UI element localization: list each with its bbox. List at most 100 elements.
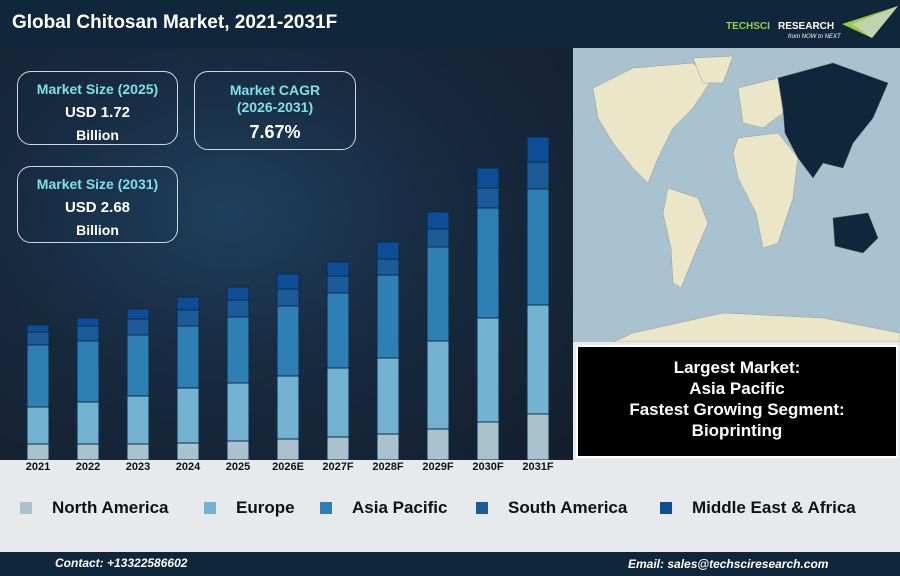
legend-swatch xyxy=(204,502,216,514)
world-map-svg xyxy=(592,55,900,343)
contact-email: Email: sales@techsciresearch.com xyxy=(628,557,829,571)
legend-item: South America xyxy=(476,498,627,518)
x-tick-label: 2024 xyxy=(175,461,201,473)
x-tick-label: 2023 xyxy=(125,461,151,473)
bar-2024-north-america xyxy=(176,442,200,460)
legend-label: North America xyxy=(52,498,169,517)
bar-2022-south-america xyxy=(76,325,100,342)
x-tick-label: 2025 xyxy=(225,461,251,473)
bar-2023-south-america xyxy=(126,318,150,336)
bar-2028F-europe xyxy=(376,357,400,435)
north-america xyxy=(592,62,714,184)
x-tick-label: 2021 xyxy=(25,461,51,473)
bar-2027F-asia-pacific xyxy=(326,292,350,369)
kpi-value: 7.67% xyxy=(249,122,301,142)
largest-market-label: Largest Market: xyxy=(673,358,801,377)
bar-2027F-north-america xyxy=(326,436,350,460)
bar-2024-asia-pacific xyxy=(176,325,200,389)
kpi-value: USD 1.72 xyxy=(64,104,131,121)
x-tick-label: 2028F xyxy=(372,461,404,473)
stacked-bar-chart xyxy=(26,136,550,460)
highlight-box: Largest Market: Asia Pacific Fastest Gro… xyxy=(576,345,898,458)
bar-2030F-europe xyxy=(476,317,500,423)
bar-2024-south-america xyxy=(176,309,200,327)
bar-2030F-asia-pacific xyxy=(476,207,500,319)
kpi-market-size-2025: Market Size (2025) USD 1.72 Billion xyxy=(17,71,178,145)
bar-2027F-south-america xyxy=(326,275,350,294)
kpi-label: Market CAGR (2026-2031) xyxy=(229,82,321,115)
bar-2026E-asia-pacific xyxy=(276,305,300,377)
bar-2028F-north-america xyxy=(376,433,400,460)
svg-text:from NOW to NEXT: from NOW to NEXT xyxy=(788,34,842,40)
legend-item: Europe xyxy=(204,498,295,518)
bar-2030F-south-america xyxy=(476,187,500,209)
asia-pacific xyxy=(777,62,889,179)
bar-2031F-middle-east-africa xyxy=(526,136,550,163)
page-title: Global Chitosan Market, 2021-2031F xyxy=(12,12,338,33)
legend-swatch xyxy=(20,502,32,514)
africa xyxy=(732,132,799,249)
kpi-label: Market Size (2025) xyxy=(36,81,159,97)
bar-2023-north-america xyxy=(126,443,150,460)
bar-2031F-north-america xyxy=(526,413,550,460)
legend-item: Middle East & Africa xyxy=(660,498,856,518)
bar-2026E-europe xyxy=(276,375,300,440)
bar-2022-north-america xyxy=(76,443,100,460)
contact-phone: Contact: +13322586602 xyxy=(55,556,188,570)
bar-2028F-south-america xyxy=(376,258,400,276)
kpi-unit: Billion xyxy=(76,127,119,143)
bar-2030F-north-america xyxy=(476,421,500,460)
bar-2023-europe xyxy=(126,395,150,445)
x-tick-label: 2027F xyxy=(322,461,354,473)
bar-2025-asia-pacific xyxy=(226,316,250,384)
legend-item: North America xyxy=(20,498,169,518)
svg-text:RESEARCH: RESEARCH xyxy=(778,21,834,32)
bar-2021-middle-east-africa xyxy=(26,324,50,333)
bar-2031F-europe xyxy=(526,304,550,415)
bar-2023-asia-pacific xyxy=(126,334,150,397)
bar-2022-middle-east-africa xyxy=(76,317,100,327)
bar-2029F-north-america xyxy=(426,428,450,460)
x-axis-labels: 2021 2022 2023 2024 2025 2026E 2027F 2028F 2029F… xyxy=(0,460,573,476)
bar-2028F-asia-pacific xyxy=(376,274,400,359)
world-map xyxy=(573,48,900,343)
greenland xyxy=(692,55,734,84)
kpi-label: Market Size (2031) xyxy=(36,176,159,192)
legend-label: Asia Pacific xyxy=(352,498,448,517)
legend-label: Middle East & Africa xyxy=(692,498,856,517)
bar-2024-middle-east-africa xyxy=(176,296,200,311)
header: Global Chitosan Market, 2021-2031F TECHS… xyxy=(0,0,900,48)
legend-label: South America xyxy=(508,498,628,517)
kpi-unit: Billion xyxy=(76,222,119,238)
techsci-logo: TECHSCI RESEARCH from NOW to NEXT xyxy=(726,6,898,40)
fastest-segment-label: Fastest Growing Segment: xyxy=(629,400,845,419)
kpi-market-size-2031: Market Size (2031) USD 2.68 Billion xyxy=(17,166,178,243)
x-tick-label: 2026E xyxy=(272,461,304,473)
legend-item: Asia Pacific xyxy=(320,498,447,518)
bar-2025-north-america xyxy=(226,440,250,460)
bar-2025-south-america xyxy=(226,299,250,318)
legend-swatch xyxy=(476,502,488,514)
bar-2022-europe xyxy=(76,401,100,445)
bar-2030F-middle-east-africa xyxy=(476,167,500,189)
antarctica xyxy=(612,312,900,343)
bar-2021-south-america xyxy=(26,331,50,346)
bar-2031F-south-america xyxy=(526,161,550,190)
bar-2027F-middle-east-africa xyxy=(326,261,350,277)
bar-2029F-south-america xyxy=(426,228,450,248)
bar-2028F-middle-east-africa xyxy=(376,241,400,260)
bar-2026E-north-america xyxy=(276,438,300,460)
x-tick-label: 2022 xyxy=(75,461,101,473)
footer: Contact: +13322586602 Email: sales@techs… xyxy=(0,552,900,576)
kpi-market-cagr: Market CAGR (2026-2031) 7.67% xyxy=(194,71,356,150)
svg-text:TECHSCI: TECHSCI xyxy=(726,21,770,32)
bar-2024-europe xyxy=(176,387,200,444)
bar-2025-europe xyxy=(226,382,250,442)
bar-2023-middle-east-africa xyxy=(126,308,150,320)
bar-2021-europe xyxy=(26,406,50,445)
europe xyxy=(737,77,784,129)
australia xyxy=(832,212,879,254)
bar-2022-asia-pacific xyxy=(76,340,100,403)
fastest-segment-value: Bioprinting xyxy=(691,421,783,440)
legend-swatch xyxy=(660,502,672,514)
